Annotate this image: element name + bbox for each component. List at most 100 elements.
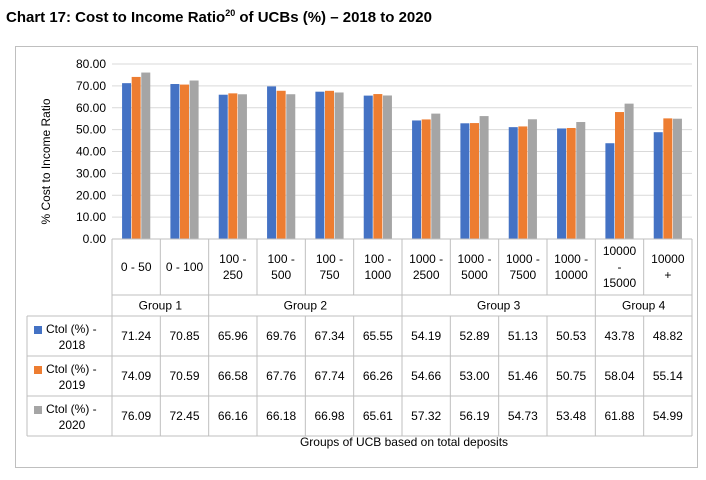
data-value-label: 71.24 [121,329,151,343]
chart-title: Chart 17: Cost to Income Ratio20 of UCBs… [6,8,432,26]
data-value-label: 50.75 [556,369,586,383]
bar [276,90,286,240]
category-label: 2500 [413,268,440,282]
data-value-label: 74.09 [121,369,151,383]
bar [170,84,180,239]
bar [412,120,422,239]
bar [672,118,682,239]
bar [267,86,277,240]
category-label: 15000 [603,276,637,290]
category-label: 100 - [316,252,343,266]
bar [653,132,663,239]
data-value-label: 66.18 [266,409,296,423]
data-value-label: 76.09 [121,409,151,423]
y-tick-label: 50.00 [76,123,106,137]
x-axis-title: Groups of UCB based on total deposits [300,435,508,449]
data-value-label: 55.14 [653,369,683,383]
category-label: 500 [271,268,291,282]
bar [363,95,373,239]
data-value-label: 67.74 [314,369,344,383]
data-value-label: 65.55 [363,329,393,343]
category-label: 10000 [554,268,588,282]
bar [180,84,189,239]
data-value-label: 69.76 [266,329,296,343]
data-value-label: 54.19 [411,329,441,343]
bar [131,76,141,239]
data-value-label: 51.13 [508,329,538,343]
bar [470,123,479,239]
data-value-label: 72.45 [169,409,199,423]
category-label: 250 [223,268,243,282]
bar [615,112,624,239]
bar [518,126,528,239]
chart-frame [15,46,698,468]
y-tick-label: 70.00 [76,79,106,93]
bar [576,122,586,239]
data-value-label: 66.16 [218,409,248,423]
y-axis-title: % Cost to Income Ratio [39,98,53,224]
data-value-label: 67.76 [266,369,296,383]
data-value-label: 66.58 [218,369,248,383]
category-label: 1000 - [457,252,491,266]
bar [460,123,470,239]
data-value-label: 50.53 [556,329,586,343]
bar [122,83,132,239]
data-value-label: 52.89 [459,329,489,343]
category-label: 1000 - [409,252,443,266]
data-value-label: 48.82 [653,329,683,343]
y-tick-label: 30.00 [76,166,106,180]
bar [624,103,634,239]
legend-label: 2020 [59,418,86,432]
bar [431,113,441,239]
bar [325,90,334,239]
legend-label: 2018 [59,338,86,352]
data-value-label: 54.66 [411,369,441,383]
legend-swatch [34,326,42,334]
category-label: 7500 [509,268,536,282]
bar [373,94,383,240]
data-value-label: 65.96 [218,329,248,343]
category-label: - [618,260,622,274]
bar [479,116,489,239]
chart-title-text: Chart 17: Cost to Income Ratio [6,9,226,26]
legend-swatch [34,366,42,374]
bar [508,127,518,239]
bar [141,72,151,239]
chart-title-footnote: 20 [225,8,236,18]
category-label: 1000 [364,268,391,282]
data-value-label: 66.26 [363,369,393,383]
category-label: 0 - 100 [166,260,204,274]
data-value-label: 43.78 [604,329,634,343]
bar [218,94,228,240]
data-value-label: 58.04 [604,369,634,383]
category-label: 0 - 50 [121,260,152,274]
data-value-label: 51.46 [508,369,538,383]
category-label: 100 - [364,252,391,266]
legend-label: Ctol (%) - [46,362,97,376]
legend-label: 2019 [59,378,86,392]
bar [382,95,392,240]
legend-label: Ctol (%) - [46,322,97,336]
y-tick-label: 10.00 [76,210,106,224]
bar [315,91,325,239]
bar [566,127,576,239]
chart-title-suffix: of UCBs (%) – 2018 to 2020 [235,9,432,26]
bar [237,94,247,240]
category-label: 10000 [603,244,637,258]
category-label: 1000 - [554,252,588,266]
group-label: Group 2 [284,299,328,313]
group-label: Group 4 [622,299,666,313]
y-tick-label: 60.00 [76,101,106,115]
bar [663,118,673,239]
category-label: 100 - [219,252,246,266]
data-value-label: 54.99 [653,409,683,423]
bar [605,143,615,239]
data-value-label: 65.61 [363,409,393,423]
bar [189,80,199,239]
category-label: 10000 [651,252,685,266]
data-value-label: 67.34 [314,329,344,343]
data-value-label: 70.59 [169,369,199,383]
data-value-label: 66.98 [314,409,344,423]
y-tick-label: 20.00 [76,188,106,202]
